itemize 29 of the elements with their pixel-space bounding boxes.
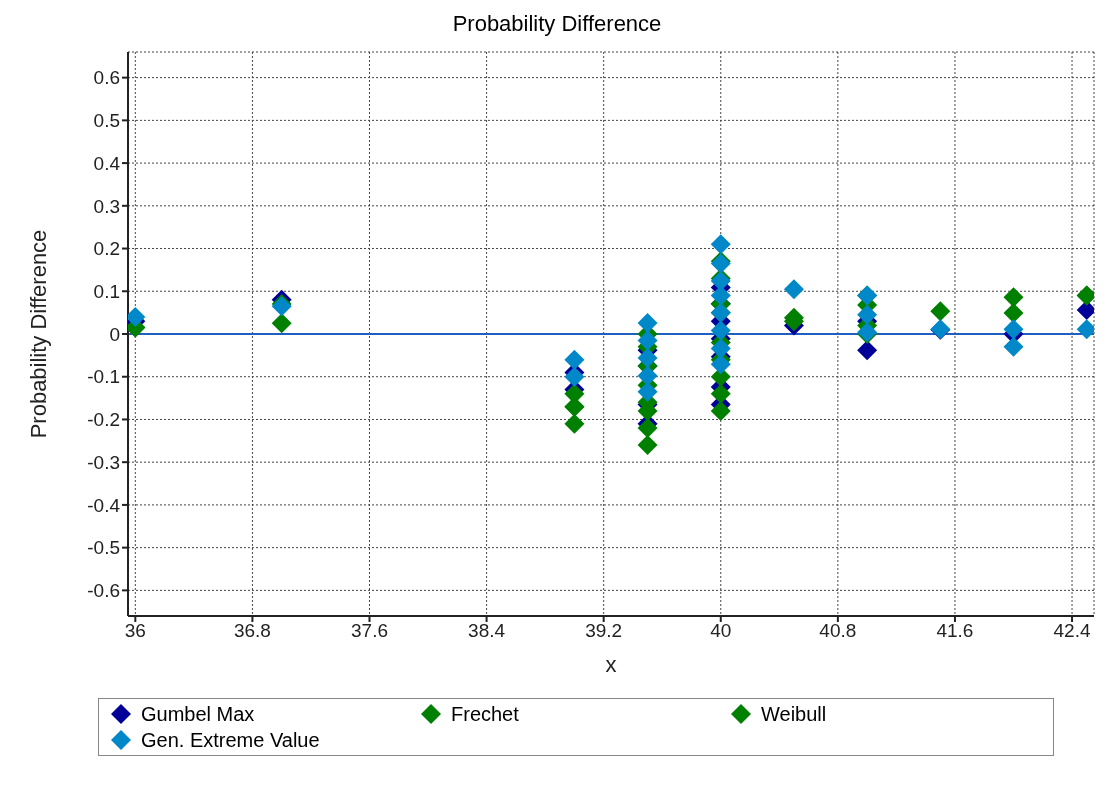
y-tick-label: 0.1 xyxy=(93,281,120,303)
y-tick-label: 0.6 xyxy=(93,67,120,89)
x-tick-label: 37.6 xyxy=(351,620,388,642)
legend-label: Weibull xyxy=(761,702,827,726)
y-axis-title: Probability Difference xyxy=(25,229,51,439)
x-tick-label: 41.6 xyxy=(936,620,974,642)
y-tick-label: -0.6 xyxy=(87,580,120,602)
y-tick-label: -0.5 xyxy=(87,537,120,559)
legend-label: Gen. Extreme Value xyxy=(141,728,320,752)
x-axis-title: x xyxy=(605,652,617,677)
y-tick-label: 0.2 xyxy=(93,238,120,260)
y-tick-label: -0.4 xyxy=(87,494,121,516)
x-tick-label: 38.4 xyxy=(468,620,506,642)
y-tick-label: 0.3 xyxy=(93,195,120,217)
chart-title: Probability Difference xyxy=(451,10,663,38)
y-tick-label: -0.3 xyxy=(87,451,120,473)
y-tick-label: -0.1 xyxy=(87,366,120,388)
x-tick-label: 40 xyxy=(710,620,732,642)
x-tick-label: 39.2 xyxy=(585,620,623,642)
legend-label: Gumbel Max xyxy=(141,702,255,726)
x-tick-label: 40.8 xyxy=(819,620,857,642)
legend-label: Frechet xyxy=(451,702,519,726)
y-tick-label: 0.4 xyxy=(93,152,121,174)
y-tick-label: -0.2 xyxy=(87,409,120,431)
x-tick-label: 36 xyxy=(124,620,146,642)
y-tick-label: 0.5 xyxy=(93,110,120,132)
x-tick-label: 36.8 xyxy=(233,620,271,642)
y-tick-label: 0 xyxy=(109,323,120,345)
x-tick-label: 42.4 xyxy=(1053,620,1091,642)
